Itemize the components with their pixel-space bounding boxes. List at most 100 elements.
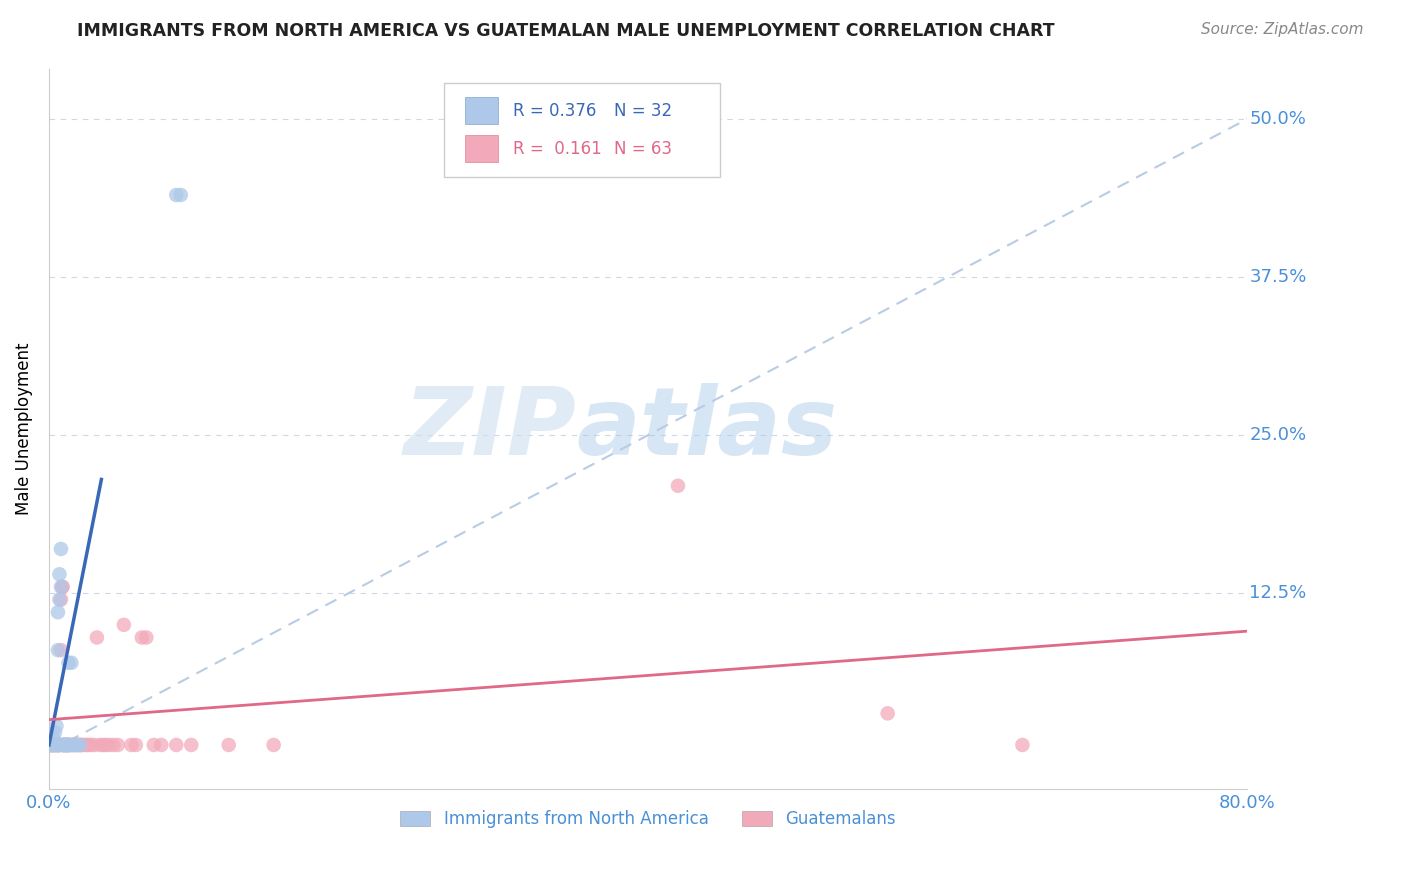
Text: N = 32: N = 32 bbox=[614, 102, 672, 120]
Point bbox=[62, 738, 84, 752]
Point bbox=[55, 738, 77, 752]
Text: R = 0.376: R = 0.376 bbox=[513, 102, 596, 120]
Point bbox=[97, 738, 120, 752]
FancyBboxPatch shape bbox=[465, 135, 498, 162]
Point bbox=[45, 738, 67, 752]
Point bbox=[52, 738, 75, 752]
Point bbox=[51, 738, 73, 752]
Point bbox=[180, 738, 202, 752]
Point bbox=[56, 738, 79, 752]
Point bbox=[75, 738, 97, 752]
Text: 50.0%: 50.0% bbox=[1250, 110, 1306, 128]
Point bbox=[125, 738, 148, 752]
FancyBboxPatch shape bbox=[465, 97, 498, 125]
Point bbox=[58, 656, 80, 670]
Point bbox=[44, 738, 66, 752]
Point bbox=[142, 738, 165, 752]
Point bbox=[41, 738, 63, 752]
Point bbox=[51, 580, 73, 594]
Point bbox=[52, 738, 75, 752]
Point bbox=[263, 738, 285, 752]
Point bbox=[120, 738, 142, 752]
Point bbox=[42, 738, 65, 752]
Text: atlas: atlas bbox=[576, 383, 838, 475]
Point bbox=[135, 631, 157, 645]
Point bbox=[46, 738, 69, 752]
Point bbox=[91, 738, 114, 752]
Point bbox=[39, 738, 62, 752]
Point bbox=[41, 738, 63, 752]
Point bbox=[150, 738, 173, 752]
Point bbox=[45, 738, 67, 752]
Point bbox=[66, 738, 89, 752]
Point bbox=[41, 738, 63, 752]
Point bbox=[60, 738, 83, 752]
Point bbox=[58, 738, 80, 752]
Point bbox=[218, 738, 240, 752]
Text: 12.5%: 12.5% bbox=[1250, 584, 1306, 602]
Point bbox=[83, 738, 105, 752]
Point bbox=[59, 738, 82, 752]
Point bbox=[67, 738, 90, 752]
Point bbox=[39, 738, 62, 752]
Point bbox=[49, 643, 72, 657]
Point bbox=[49, 580, 72, 594]
Point bbox=[48, 592, 70, 607]
Point bbox=[58, 738, 80, 752]
Point bbox=[70, 738, 93, 752]
Point bbox=[80, 738, 103, 752]
Point bbox=[59, 738, 82, 752]
Point bbox=[165, 188, 187, 202]
Point bbox=[94, 738, 117, 752]
Point bbox=[69, 738, 91, 752]
Text: 37.5%: 37.5% bbox=[1250, 268, 1306, 286]
Point bbox=[58, 738, 80, 752]
Point bbox=[51, 580, 73, 594]
Point bbox=[49, 541, 72, 556]
Point bbox=[42, 731, 65, 746]
Y-axis label: Male Unemployment: Male Unemployment bbox=[15, 343, 32, 515]
Point bbox=[112, 618, 135, 632]
Point bbox=[131, 631, 153, 645]
Point bbox=[41, 738, 63, 752]
Point bbox=[51, 738, 73, 752]
Point bbox=[89, 738, 111, 752]
Point bbox=[56, 738, 79, 752]
Point bbox=[65, 738, 87, 752]
Point bbox=[46, 738, 69, 752]
Point bbox=[42, 738, 65, 752]
Point bbox=[66, 738, 89, 752]
Text: 25.0%: 25.0% bbox=[1250, 426, 1306, 444]
Point bbox=[1011, 738, 1033, 752]
Point bbox=[876, 706, 898, 721]
Point bbox=[52, 738, 75, 752]
Point bbox=[48, 567, 70, 582]
Point bbox=[666, 479, 689, 493]
Point bbox=[55, 738, 77, 752]
Point bbox=[44, 725, 66, 739]
Point bbox=[48, 738, 70, 752]
Point bbox=[46, 738, 69, 752]
Point bbox=[45, 738, 67, 752]
FancyBboxPatch shape bbox=[444, 83, 720, 177]
Point bbox=[45, 719, 67, 733]
Point bbox=[77, 738, 100, 752]
Point bbox=[63, 738, 86, 752]
Point bbox=[49, 592, 72, 607]
Text: IMMIGRANTS FROM NORTH AMERICA VS GUATEMALAN MALE UNEMPLOYMENT CORRELATION CHART: IMMIGRANTS FROM NORTH AMERICA VS GUATEMA… bbox=[77, 22, 1054, 40]
Point bbox=[39, 738, 62, 752]
Point bbox=[58, 738, 80, 752]
Legend: Immigrants from North America, Guatemalans: Immigrants from North America, Guatemala… bbox=[394, 804, 903, 835]
Point bbox=[86, 631, 108, 645]
Point bbox=[103, 738, 125, 752]
Point bbox=[56, 738, 79, 752]
Point bbox=[107, 738, 129, 752]
Point bbox=[44, 738, 66, 752]
Point bbox=[63, 738, 86, 752]
Text: ZIP: ZIP bbox=[404, 383, 576, 475]
Point bbox=[62, 738, 84, 752]
Point bbox=[48, 738, 70, 752]
Point bbox=[48, 738, 70, 752]
Point bbox=[170, 188, 193, 202]
Point bbox=[52, 738, 75, 752]
